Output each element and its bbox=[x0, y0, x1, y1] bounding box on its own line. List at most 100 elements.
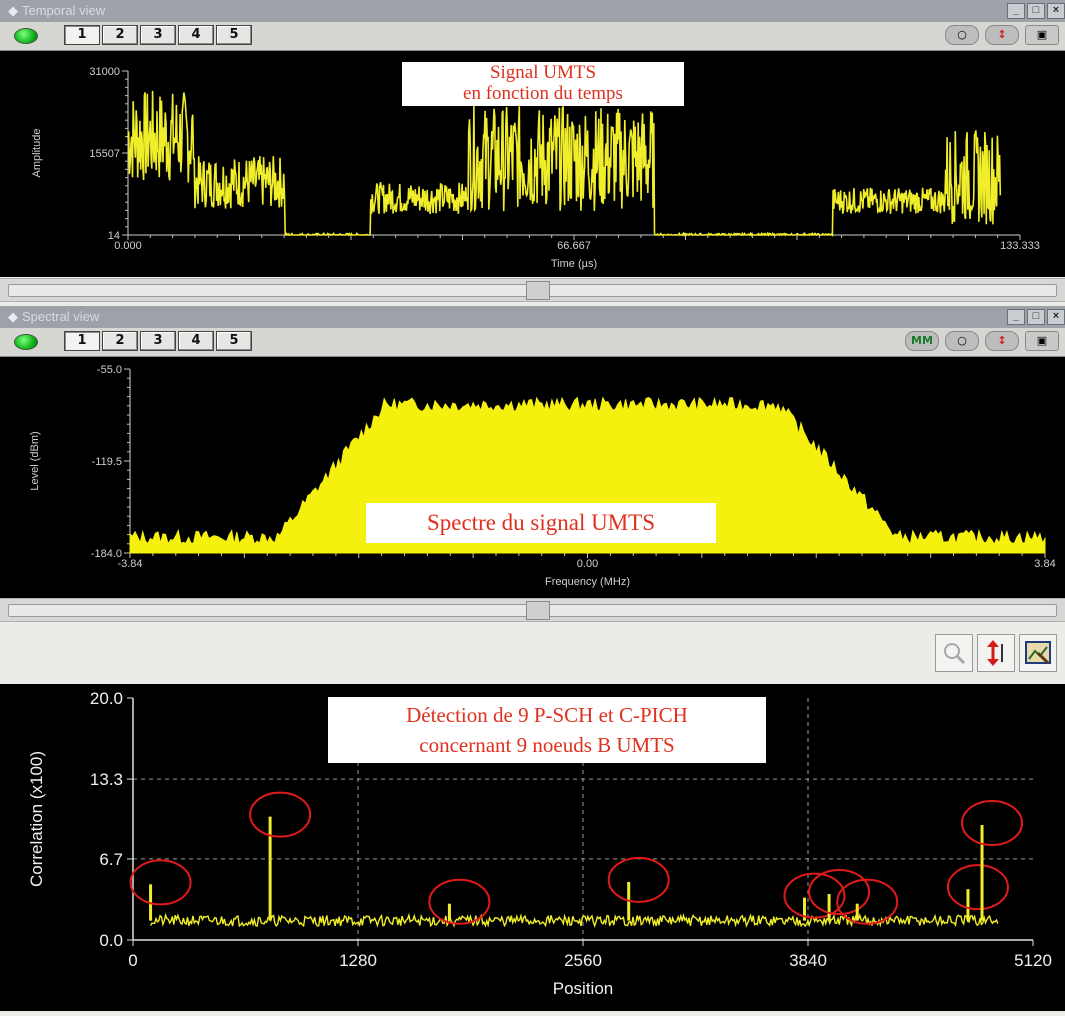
temporal-scrollbar[interactable] bbox=[0, 278, 1065, 302]
y-tick-label: -119.5 bbox=[92, 456, 122, 468]
max-hold-label: MM bbox=[911, 334, 933, 347]
y-tick-label: -184.0 bbox=[91, 548, 122, 560]
minimize-button[interactable]: _ bbox=[1007, 3, 1025, 19]
marker-button[interactable]: ↕ bbox=[985, 25, 1019, 45]
temporal-window-title: Temporal view bbox=[22, 3, 106, 18]
correlation-annotation-line-2: concernant 9 noeuds B UMTS bbox=[419, 733, 675, 757]
magnifier-icon: ○ bbox=[957, 28, 967, 41]
x-axis-label: Time (µs) bbox=[551, 258, 597, 270]
correlation-annotation: Détection de 9 P-SCH et C-PICH concernan… bbox=[328, 697, 766, 763]
temporal-toolbar: 1 2 3 4 5 ○ ↕ ▣ bbox=[0, 22, 1065, 51]
window-icon: ◆ bbox=[8, 309, 18, 324]
export-icon: ▣ bbox=[1036, 28, 1048, 41]
x-tick-label: 2560 bbox=[564, 951, 602, 970]
y-tick-label: 6.7 bbox=[99, 850, 123, 869]
status-led-icon bbox=[14, 334, 38, 350]
correlation-annotation-line-1: Détection de 9 P-SCH et C-PICH bbox=[406, 703, 688, 727]
export-button[interactable]: ▣ bbox=[1025, 331, 1059, 351]
peak-highlight-circle bbox=[836, 878, 899, 925]
x-tick-label: 3840 bbox=[789, 951, 827, 970]
status-led-icon bbox=[14, 28, 38, 44]
peak-highlight-circle bbox=[808, 869, 871, 916]
y-tick-label: 13.3 bbox=[90, 770, 123, 789]
temporal-tab-4[interactable]: 4 bbox=[178, 25, 214, 45]
spectral-tab-2[interactable]: 2 bbox=[102, 331, 138, 351]
peak-highlight-circle bbox=[783, 872, 846, 919]
y-tick-label: 14 bbox=[108, 230, 120, 242]
x-tick-label: 5120 bbox=[1014, 951, 1052, 970]
y-tick-label: -55.0 bbox=[97, 364, 122, 376]
max-hold-button[interactable]: MM bbox=[905, 331, 939, 351]
spectral-plot-area: -55.0 -119.5 -184.0 -3.84 0.00 3.84 Frequency … bbox=[0, 357, 1065, 598]
temporal-annotation-line-2: en fonction du temps bbox=[463, 83, 623, 104]
y-tick-label: 0.0 bbox=[99, 931, 123, 950]
temporal-annotation: Signal UMTS en fonction du temps bbox=[402, 62, 684, 106]
spectral-annotation-text: Spectre du signal UMTS bbox=[426, 510, 656, 535]
y-tick-label: 31000 bbox=[89, 66, 120, 78]
temporal-tab-3[interactable]: 3 bbox=[140, 25, 176, 45]
y-tick-label: 20.0 bbox=[90, 689, 123, 708]
temporal-tab-5[interactable]: 5 bbox=[216, 25, 252, 45]
spectrum-area bbox=[129, 396, 1046, 554]
scroll-thumb[interactable] bbox=[526, 281, 550, 300]
temporal-title-bar: ◆ Temporal view _ □ × bbox=[0, 0, 1065, 22]
y-axis-label: Amplitude bbox=[31, 129, 43, 178]
x-tick-label: 0 bbox=[128, 951, 137, 970]
marker-icon: ↕ bbox=[997, 28, 1007, 41]
marker-button[interactable] bbox=[977, 634, 1015, 672]
maximize-button[interactable]: □ bbox=[1027, 309, 1045, 325]
x-tick-label: 133.333 bbox=[1000, 240, 1040, 252]
x-tick-label: 0.00 bbox=[577, 558, 598, 570]
zoom-button[interactable]: ○ bbox=[945, 331, 979, 351]
export-button[interactable] bbox=[1019, 634, 1057, 672]
temporal-tab-1[interactable]: 1 bbox=[64, 25, 100, 45]
x-tick-label: 1280 bbox=[339, 951, 377, 970]
y-tick-label: 15507 bbox=[89, 148, 120, 160]
x-tick-label: 0.000 bbox=[114, 240, 142, 252]
temporal-tab-2[interactable]: 2 bbox=[102, 25, 138, 45]
correlation-chart: 20.0 13.3 6.7 0.0 0 1280 2560 3840 5120 Position C… bbox=[27, 689, 1052, 998]
spectral-chart: -55.0 -119.5 -184.0-3.84 0.00 3.84 Frequency … bbox=[29, 364, 1056, 588]
temporal-annotation-line-1: Signal UMTS bbox=[489, 62, 597, 83]
export-icon bbox=[1025, 641, 1051, 665]
x-axis-label: Position bbox=[553, 979, 613, 998]
spectral-annotation: Spectre du signal UMTS bbox=[366, 503, 716, 543]
peak-highlight-circle bbox=[428, 878, 491, 925]
correlation-toolbar bbox=[931, 634, 1057, 672]
x-tick-label: 3.84 bbox=[1034, 558, 1055, 570]
spectral-tab-4[interactable]: 4 bbox=[178, 331, 214, 351]
x-tick-label: -3.84 bbox=[117, 558, 142, 570]
y-axis-label: Correlation (x100) bbox=[27, 751, 46, 887]
marker-icon: ↕ bbox=[997, 334, 1007, 347]
temporal-chart: 31000 15507 140.000 66.667 133.333 Time (µs) A… bbox=[31, 66, 1040, 270]
peak-highlight-circle bbox=[129, 859, 192, 906]
magnifier-icon: ○ bbox=[957, 334, 967, 347]
peak-highlight-circle bbox=[607, 856, 670, 903]
spectral-tab-5[interactable]: 5 bbox=[216, 331, 252, 351]
zoom-button[interactable]: ○ bbox=[945, 25, 979, 45]
export-button[interactable]: ▣ bbox=[1025, 25, 1059, 45]
maximize-button[interactable]: □ bbox=[1027, 3, 1045, 19]
x-axis-label: Frequency (MHz) bbox=[545, 576, 630, 588]
marker-button[interactable]: ↕ bbox=[985, 331, 1019, 351]
magnifier-icon bbox=[944, 643, 966, 665]
spectral-toolbar: 1 2 3 4 5 MM ○ ↕ ▣ bbox=[0, 328, 1065, 357]
minimize-button[interactable]: _ bbox=[1007, 309, 1025, 325]
peak-highlight-circle bbox=[961, 800, 1024, 847]
spectral-title-bar: ◆ Spectral view _ □ × bbox=[0, 306, 1065, 328]
close-button[interactable]: × bbox=[1047, 3, 1065, 19]
peak-highlight-circle bbox=[249, 791, 312, 838]
spectral-window-title: Spectral view bbox=[22, 309, 100, 324]
export-icon: ▣ bbox=[1036, 334, 1048, 347]
spectral-scrollbar[interactable] bbox=[0, 598, 1065, 622]
peak-highlight-circle bbox=[946, 864, 1009, 911]
x-tick-label: 66.667 bbox=[557, 240, 591, 252]
zoom-button[interactable] bbox=[935, 634, 973, 672]
signal-line bbox=[127, 90, 1002, 238]
marker-icon bbox=[987, 640, 1003, 666]
close-button[interactable]: × bbox=[1047, 309, 1065, 325]
scroll-thumb[interactable] bbox=[526, 601, 550, 620]
spectral-tab-3[interactable]: 3 bbox=[140, 331, 176, 351]
y-axis-label: Level (dBm) bbox=[29, 431, 41, 490]
spectral-tab-1[interactable]: 1 bbox=[64, 331, 100, 351]
